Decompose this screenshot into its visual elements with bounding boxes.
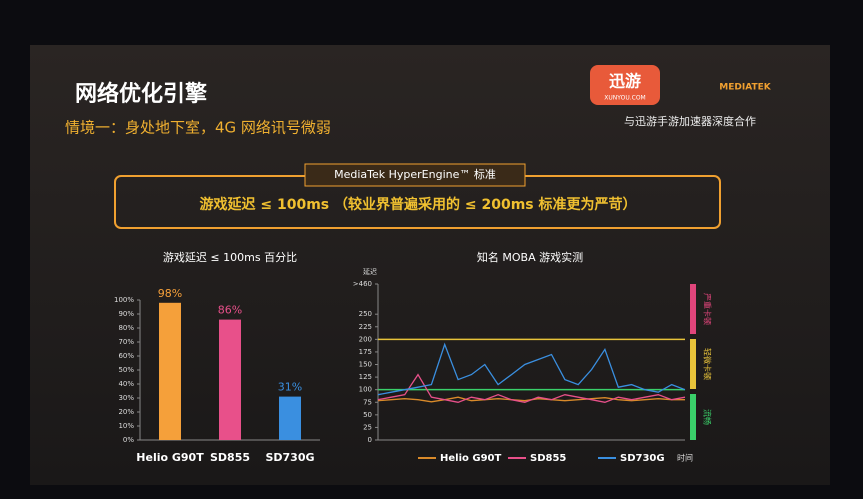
x-tick-label: SD730G (265, 451, 314, 464)
y-tick-label: 20% (118, 408, 134, 416)
x-tick-label: Helio G90T (136, 451, 204, 464)
y-tick-label: 40% (118, 380, 134, 388)
subtitle: 情境一：身处地下室，4G 网络讯号微弱 (65, 119, 331, 137)
legend-label: Helio G90T (440, 453, 501, 464)
y-tick-label: 10% (118, 422, 134, 430)
y-axis-label: 延迟 (363, 267, 377, 276)
y-tick-label: 50 (363, 411, 372, 419)
zone-bar (690, 339, 696, 389)
y-tick-label: 30% (118, 394, 134, 402)
box-tab (304, 163, 526, 187)
value-label: 98% (158, 287, 182, 300)
value-label: 86% (218, 304, 242, 317)
zone-bar (690, 394, 696, 440)
bar (219, 319, 241, 440)
y-tick-label: 50% (118, 366, 134, 374)
y-tick-label: 150 (359, 361, 372, 369)
box-text: 游戏延迟 ≤ 100ms （较业界普遍采用的 ≤ 200ms 标准更为严苛） (200, 196, 637, 213)
line (377, 373, 686, 403)
zone-bar (690, 284, 696, 334)
bar (279, 396, 301, 440)
bar (159, 302, 181, 440)
y-tick-label: 70% (118, 338, 134, 346)
legend-label: SD855 (530, 453, 566, 464)
y-tick-label: 60% (118, 352, 134, 360)
x-tick-label: SD855 (210, 451, 250, 464)
chart-title: 游戏延迟 ≤ 100ms 百分比 (163, 251, 297, 264)
y-tick-label: 25 (363, 423, 372, 431)
y-tick-label: 75 (363, 398, 372, 406)
y-tick-label: 200 (359, 335, 372, 343)
partner-note: 与迅游手游加速器深度合作 (624, 114, 756, 128)
x-axis-label: 时间 (677, 453, 693, 463)
logo-box (590, 65, 660, 105)
logo-url: XUNYOU.COM (604, 95, 645, 102)
y-tick-label: 100 (359, 386, 372, 394)
box-title: MediaTek HyperEngine™ 标准 (334, 167, 496, 181)
zone-label: 流畅 (703, 409, 713, 425)
chart-title: 知名 MOBA 游戏实测 (477, 250, 583, 264)
y-tick-label: 250 (359, 310, 372, 318)
slide-title: 网络优化引擎 (75, 81, 207, 107)
y-tick-label: >460 (353, 280, 372, 288)
y-tick-label: 0% (123, 436, 134, 444)
y-tick-label: 80% (118, 324, 134, 332)
y-tick-label: 225 (359, 323, 372, 331)
y-tick-label: 90% (118, 310, 134, 318)
zone-label: 严重卡顿 (703, 293, 713, 325)
partner: MEDIATEK (719, 83, 771, 93)
y-tick-label: 175 (359, 348, 372, 356)
y-tick-label: 125 (359, 373, 372, 381)
logo: 迅游 (609, 72, 641, 91)
value-label: 31% (278, 381, 302, 394)
line (377, 342, 686, 396)
legend-label: SD730G (620, 453, 665, 464)
zone-label: 轻微卡顿 (703, 348, 713, 380)
y-tick-label: 0 (368, 436, 372, 444)
y-tick-label: 100% (114, 296, 134, 304)
